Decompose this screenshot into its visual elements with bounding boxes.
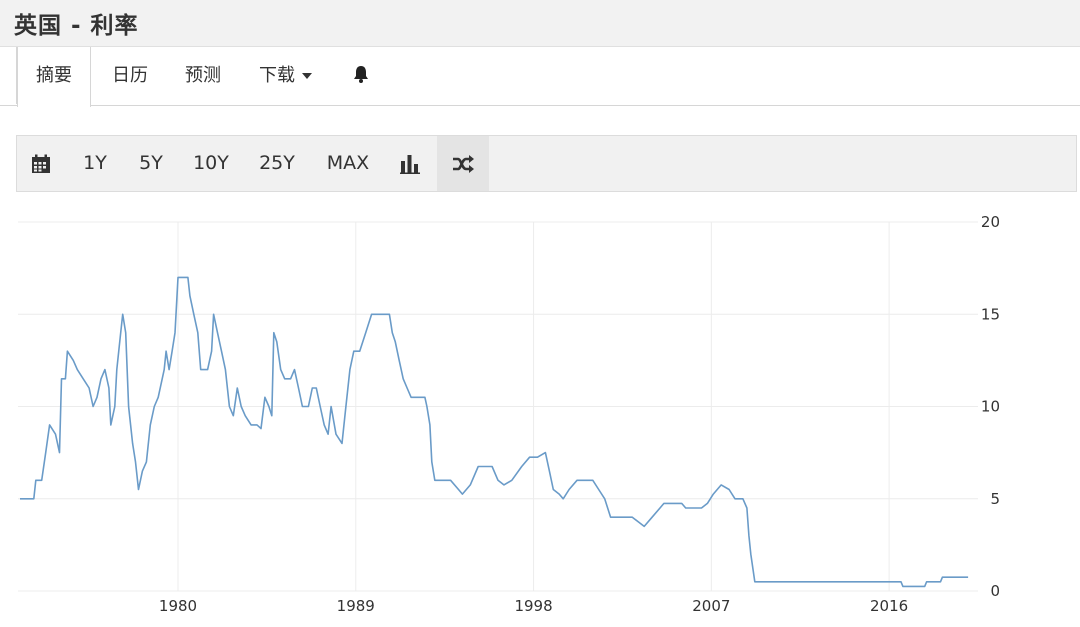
x-tick-label: 1998 — [514, 597, 552, 615]
calendar-icon — [32, 154, 50, 173]
date-range-button[interactable] — [23, 136, 59, 191]
range-1y-label: 1Y — [83, 152, 107, 174]
x-tick-label: 1980 — [159, 597, 197, 615]
range-5y-label: 5Y — [139, 152, 163, 174]
y-tick-label: 10 — [981, 398, 1000, 416]
range-25y-button[interactable]: 25Y — [255, 136, 299, 191]
bar-chart-icon — [400, 154, 420, 174]
chart-type-button[interactable] — [395, 136, 425, 191]
y-axis-ticks: 20 15 10 5 0 — [981, 213, 1000, 600]
range-10y-label: 10Y — [193, 152, 229, 174]
shuffle-icon — [453, 154, 474, 173]
chart-grid — [18, 221, 978, 592]
chevron-down-icon — [302, 73, 312, 79]
series-line-0 — [20, 276, 969, 588]
tab-bar: 摘要 日历 预测 下载 — [0, 47, 1080, 107]
x-tick-label: 2007 — [692, 597, 730, 615]
tab-summary[interactable]: 摘要 — [17, 47, 91, 107]
range-5y-button[interactable]: 5Y — [131, 136, 171, 191]
tab-forecast-label: 预测 — [185, 65, 221, 86]
y-tick-label: 0 — [990, 582, 1000, 600]
tab-forecast[interactable]: 预测 — [185, 47, 221, 105]
compare-button[interactable] — [437, 136, 489, 191]
range-1y-button[interactable]: 1Y — [77, 136, 113, 191]
tab-calendar-label: 日历 — [112, 65, 148, 86]
y-tick-label: 15 — [981, 305, 1000, 323]
range-max-label: MAX — [326, 152, 370, 174]
x-axis-ticks: 1980 1989 1998 2007 2016 — [159, 597, 908, 615]
y-tick-label: 20 — [981, 213, 1000, 231]
tab-alerts[interactable] — [351, 47, 373, 105]
title-bar: 英国 - 利率 — [0, 0, 1080, 47]
page-title: 英国 - 利率 — [14, 13, 139, 39]
tab-download[interactable]: 下载 — [259, 47, 312, 105]
interest-rate-chart: 20 15 10 5 0 1980 1989 1998 2007 2016 — [18, 213, 1000, 615]
range-25y-label: 25Y — [259, 152, 295, 174]
tab-summary-label: 摘要 — [36, 65, 72, 86]
x-tick-label: 1989 — [337, 597, 375, 615]
tab-calendar[interactable]: 日历 — [112, 47, 148, 105]
x-tick-label: 2016 — [870, 597, 908, 615]
tab-bar-left-edge — [0, 47, 17, 104]
chart-toolbar: 1Y 5Y 10Y 25Y MAX — [16, 135, 1077, 192]
chart-series — [20, 276, 969, 588]
bell-icon — [354, 66, 368, 83]
range-max-button[interactable]: MAX — [321, 136, 375, 191]
tab-download-label: 下载 — [259, 65, 295, 86]
range-10y-button[interactable]: 10Y — [189, 136, 233, 191]
y-tick-label: 5 — [990, 490, 1000, 508]
